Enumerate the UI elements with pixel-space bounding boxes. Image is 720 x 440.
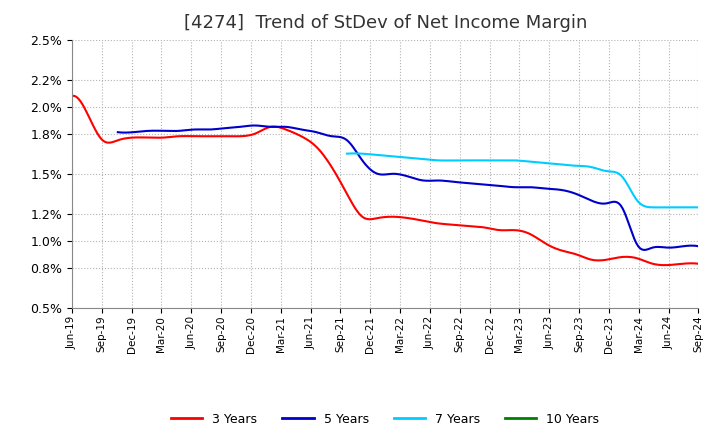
Title: [4274]  Trend of StDev of Net Income Margin: [4274] Trend of StDev of Net Income Marg… [184, 15, 587, 33]
Legend: 3 Years, 5 Years, 7 Years, 10 Years: 3 Years, 5 Years, 7 Years, 10 Years [166, 407, 604, 431]
